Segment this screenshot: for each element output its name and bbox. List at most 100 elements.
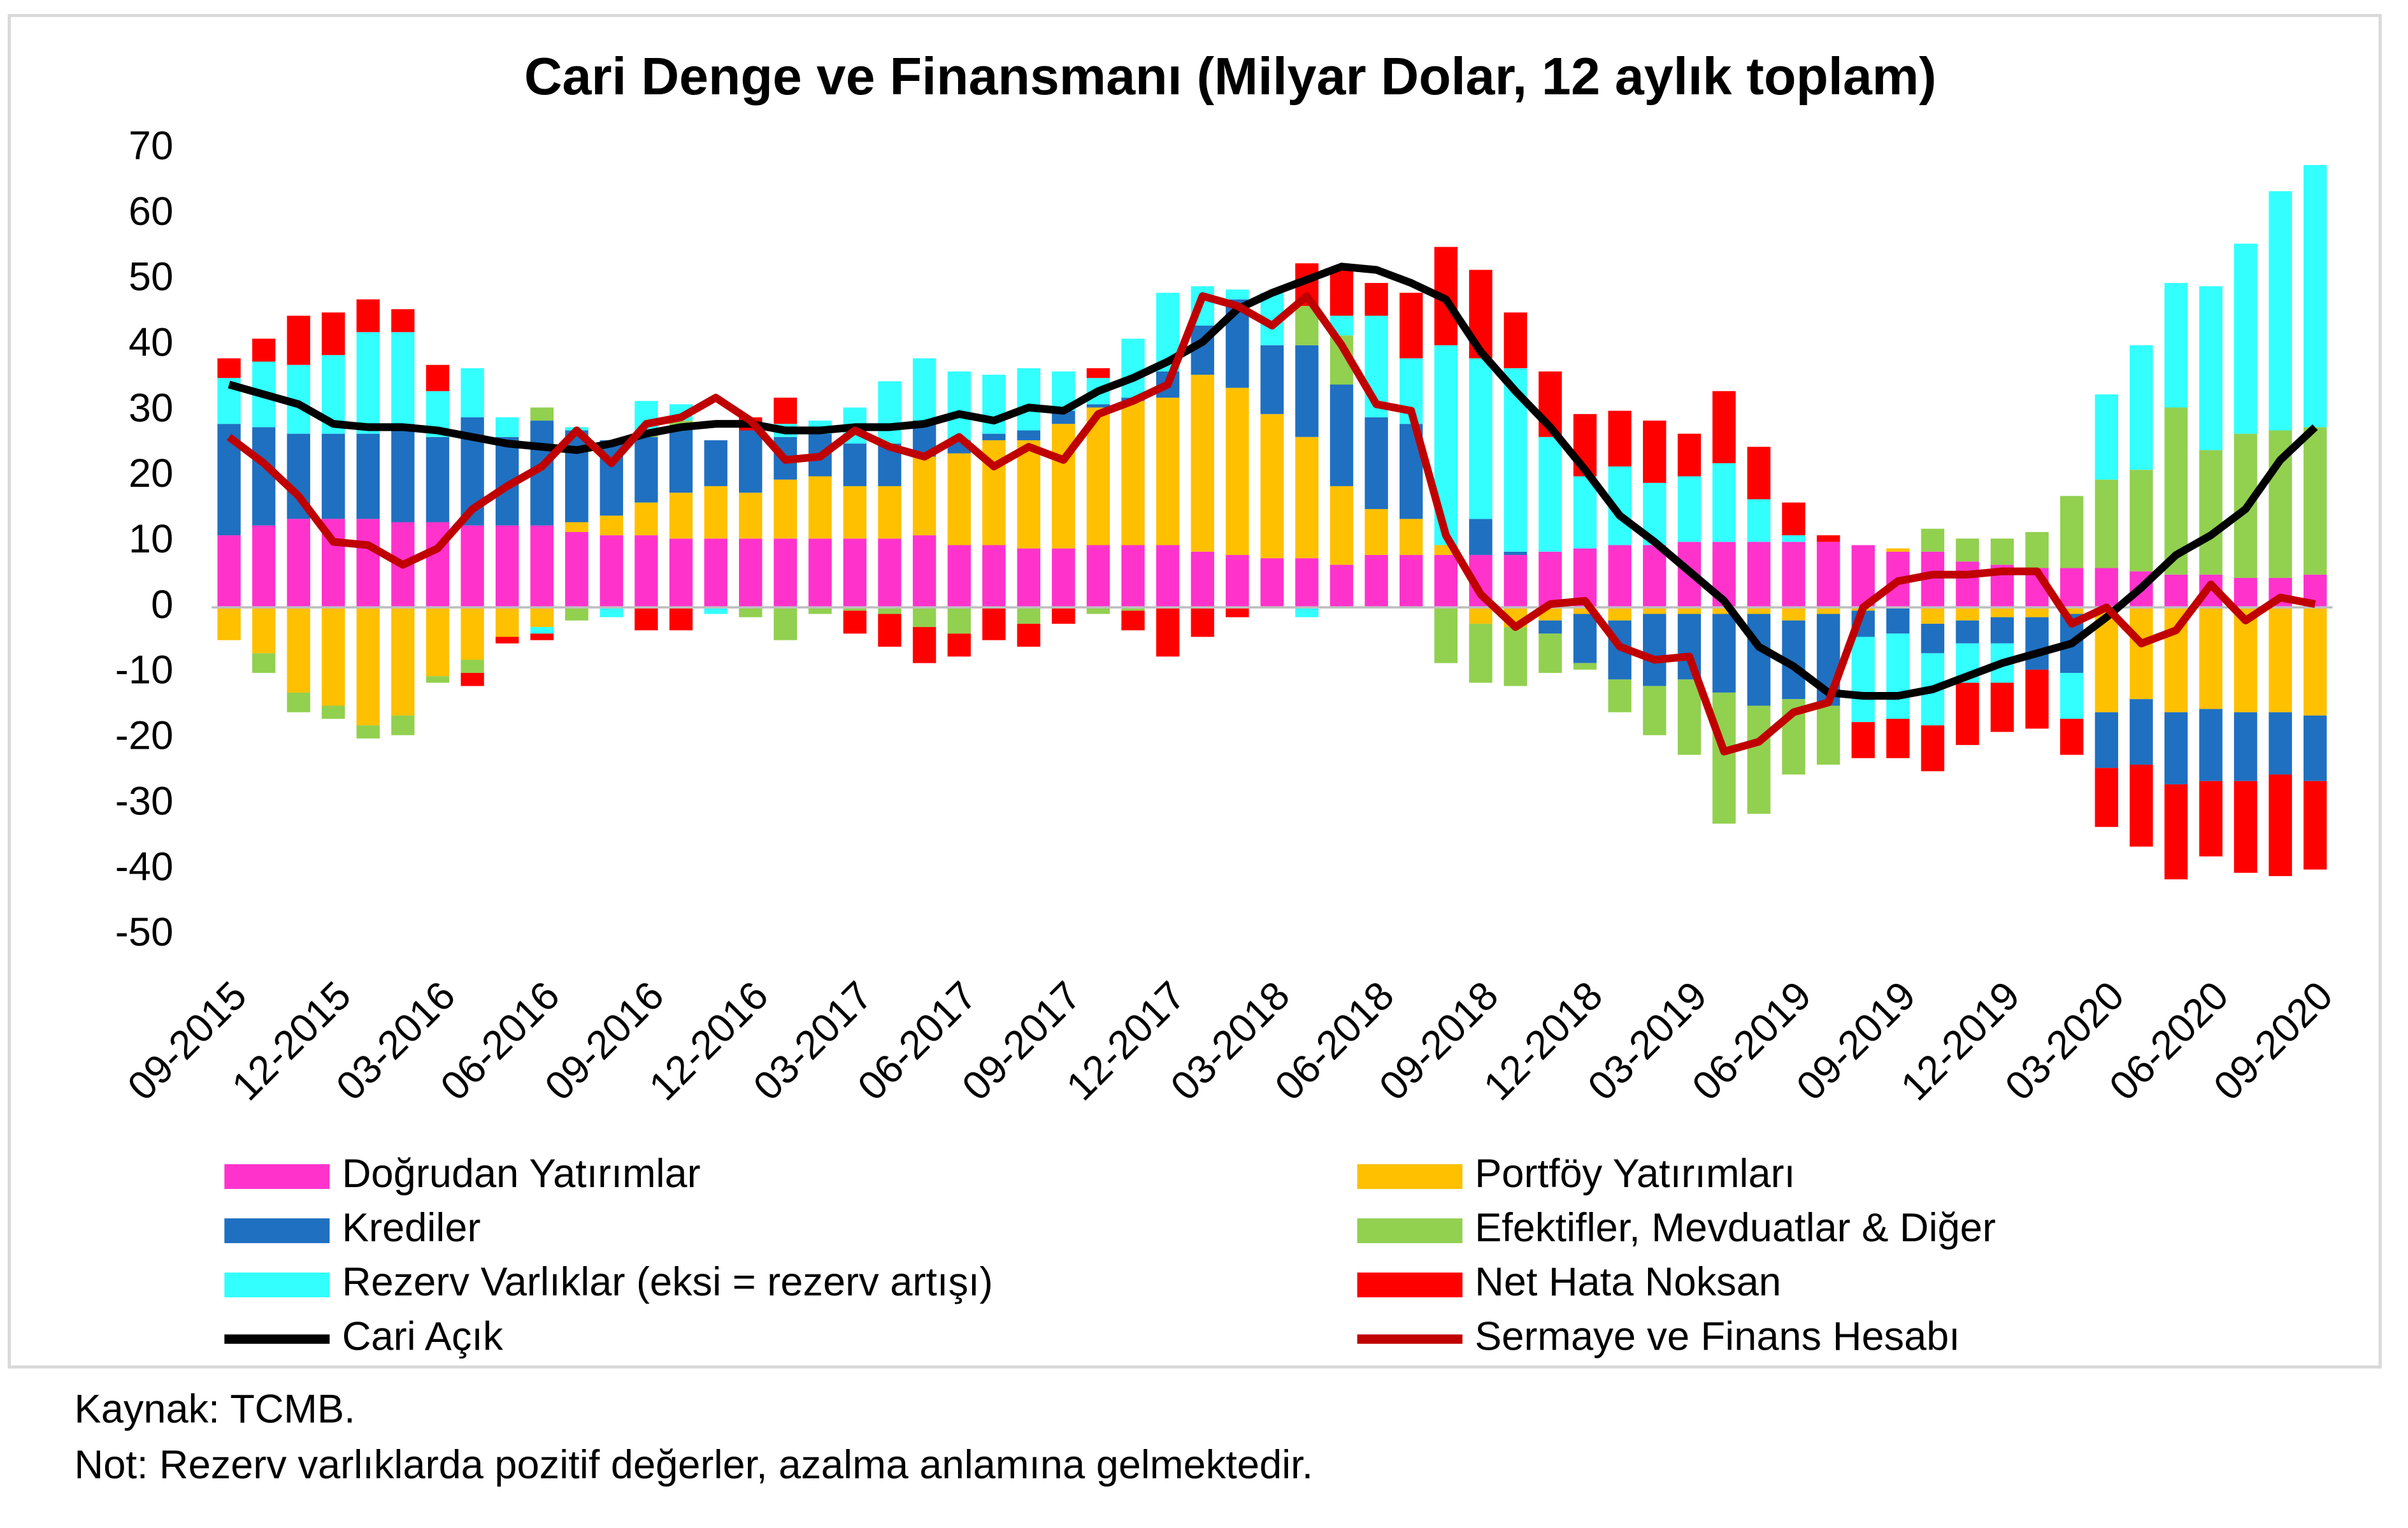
- bar: [287, 315, 310, 365]
- bar: [912, 456, 936, 536]
- bar: [1469, 607, 1493, 624]
- bar: [1782, 542, 1805, 608]
- bar: [1608, 545, 1631, 608]
- bar: [1990, 607, 2014, 617]
- bar: [1191, 375, 1214, 552]
- bar: [1260, 414, 1284, 559]
- bar: [1503, 627, 1528, 686]
- bar: [1156, 607, 1180, 657]
- legend-label: Net Hata Noksan: [1475, 1260, 1781, 1304]
- bar: [912, 607, 936, 628]
- bar: [391, 607, 415, 716]
- bar: [1712, 463, 1736, 542]
- y-tick-label: 70: [129, 124, 173, 168]
- bar: [391, 332, 415, 424]
- bar: [1052, 548, 1075, 608]
- bar: [1747, 705, 1771, 814]
- bar: [1573, 607, 1597, 614]
- bar: [1503, 312, 1528, 368]
- bar: [1191, 551, 1214, 608]
- bar: [2025, 607, 2049, 617]
- bar: [1121, 401, 1145, 545]
- bar: [2060, 607, 2084, 614]
- bar: [738, 607, 763, 617]
- bar: [356, 519, 380, 608]
- bar: [565, 531, 589, 608]
- bar: [1399, 292, 1423, 359]
- bar: [2233, 243, 2258, 434]
- bar: [669, 607, 693, 631]
- bar: [2130, 607, 2153, 700]
- y-tick-label: -20: [115, 714, 173, 758]
- bar: [634, 607, 658, 631]
- bar: [252, 653, 276, 674]
- bar: [2304, 715, 2327, 781]
- bar: [947, 371, 971, 440]
- bar: [2268, 607, 2292, 712]
- bar: [669, 538, 693, 608]
- bar: [356, 433, 380, 519]
- bar: [287, 607, 310, 693]
- bar: [1643, 614, 1666, 686]
- bar: [530, 525, 554, 608]
- bar: [1712, 391, 1736, 463]
- bar: [426, 676, 450, 683]
- bar: [2164, 784, 2188, 880]
- bar: [1816, 705, 1840, 765]
- y-tick-label: 40: [129, 320, 173, 364]
- bar: [356, 607, 380, 726]
- legend-label: Efektifler, Mevduatlar & Diğer: [1475, 1206, 1996, 1250]
- bar: [2130, 470, 2153, 572]
- bar: [2095, 768, 2118, 827]
- bar: [1503, 554, 1528, 608]
- bar: [982, 433, 1006, 440]
- bar: [1503, 551, 1528, 555]
- bar: [1643, 421, 1666, 483]
- bar: [1573, 476, 1597, 549]
- bar: [1086, 607, 1110, 614]
- bar: [808, 538, 832, 608]
- y-tick-label: -40: [115, 844, 173, 889]
- bar: [461, 525, 484, 608]
- legend-label: Rezerv Varlıklar (eksi = rezerv artışı): [342, 1260, 993, 1304]
- bar: [461, 673, 484, 686]
- bar: [2164, 712, 2188, 784]
- bar: [461, 368, 484, 417]
- bar: [530, 407, 554, 421]
- bar: [1921, 607, 1945, 624]
- bar: [2130, 699, 2153, 765]
- bar: [565, 607, 589, 621]
- bar: [1365, 508, 1388, 555]
- bar: [634, 436, 658, 503]
- bar: [495, 607, 519, 637]
- bar: [1538, 633, 1562, 674]
- bar: [1121, 610, 1145, 631]
- bar: [2199, 450, 2223, 575]
- bar: [738, 538, 763, 608]
- bar: [2268, 712, 2292, 775]
- bar: [912, 358, 936, 421]
- bar: [2199, 286, 2223, 450]
- bar: [1747, 447, 1771, 500]
- legend-swatch: [1357, 1272, 1463, 1297]
- bar: [1886, 719, 1910, 758]
- bar: [1712, 692, 1736, 824]
- bar: [1329, 384, 1354, 486]
- bar: [1017, 623, 1041, 647]
- bar: [947, 453, 971, 545]
- bar: [1608, 410, 1631, 467]
- bar: [356, 299, 380, 333]
- bar: [1956, 682, 1979, 746]
- bar: [773, 607, 798, 640]
- y-tick-label: 30: [129, 386, 173, 430]
- bar: [669, 493, 693, 539]
- bar: [1226, 554, 1249, 608]
- bar: [982, 545, 1006, 608]
- bar: [738, 493, 763, 539]
- bar: [530, 633, 554, 640]
- bar: [669, 427, 693, 493]
- bar: [878, 381, 901, 444]
- bar: [1573, 663, 1597, 670]
- bar: [1643, 686, 1666, 735]
- bar: [287, 692, 310, 712]
